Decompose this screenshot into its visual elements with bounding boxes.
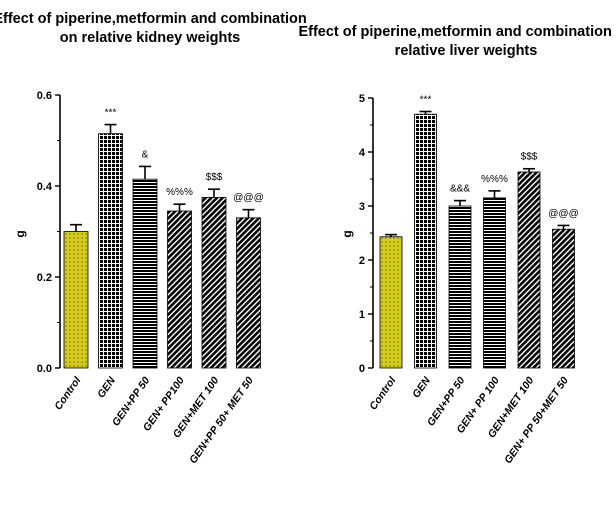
category-label: GEN <box>95 375 118 401</box>
y-tick-label: 1 <box>359 309 365 321</box>
significance-label: *** <box>105 108 117 119</box>
y-axis: 0.0 0.2 0.4 0.6 <box>37 90 61 375</box>
y-tick-label: 2 <box>359 255 365 267</box>
bar <box>517 171 541 369</box>
significance-label: %%% <box>166 187 193 198</box>
y-tick-label: 3 <box>359 201 365 213</box>
category-label: Control <box>367 374 399 412</box>
chart-title-line-1: Effect of piperine,metformin and combina… <box>298 24 616 40</box>
y-tick-label: 0.2 <box>37 272 52 284</box>
bar <box>201 196 227 369</box>
bar <box>132 178 158 369</box>
y-tick-label: 0.6 <box>37 90 52 102</box>
bar <box>483 197 506 369</box>
significance-label: $$$ <box>206 172 223 183</box>
significance-label: $$$ <box>521 152 538 163</box>
bars: *** &&&%%% $$$ @@@ <box>379 95 579 369</box>
bar <box>167 210 192 369</box>
bar <box>236 217 261 369</box>
bar <box>552 228 575 369</box>
kidney-weight-chart: Effect of piperine,metformin and combina… <box>0 11 307 466</box>
y-axis: 0 1 2 3 4 5 <box>359 93 374 375</box>
y-tick-label: 0.4 <box>37 181 53 193</box>
y-axis-label: g <box>13 230 27 237</box>
significance-label: %%% <box>481 174 508 185</box>
category-label: Control <box>52 374 84 412</box>
category-label: GEN+ PP 50+MET 50 <box>502 375 571 466</box>
significance-label: &&& <box>450 184 470 195</box>
chart-title-line-1: Effect of piperine,metformin and combina… <box>0 11 307 27</box>
category-label: GEN <box>410 375 433 401</box>
category-label: GEN+PP 50+ MET 50 <box>187 375 256 466</box>
bar <box>98 133 123 369</box>
bar <box>414 113 437 369</box>
y-tick-label: 5 <box>359 93 365 105</box>
bar <box>448 205 472 369</box>
significance-label: @@@ <box>548 208 578 219</box>
bars: *** &%%% $$$ @@@ <box>63 108 264 369</box>
bar <box>63 231 89 369</box>
significance-label: @@@ <box>233 193 263 204</box>
bar <box>379 236 403 369</box>
significance-label: & <box>142 149 149 160</box>
chart-title-line-2: relative liver weights <box>395 43 538 59</box>
y-tick-label: 0 <box>359 363 365 375</box>
y-tick-label: 0.0 <box>37 363 52 375</box>
chart-title-line-2: on relative kidney weights <box>60 30 241 46</box>
y-tick-label: 4 <box>359 147 366 159</box>
significance-label: *** <box>420 95 432 106</box>
liver-weight-chart: Effect of piperine,metformin and combina… <box>298 24 616 466</box>
y-axis-label: g <box>340 230 354 237</box>
